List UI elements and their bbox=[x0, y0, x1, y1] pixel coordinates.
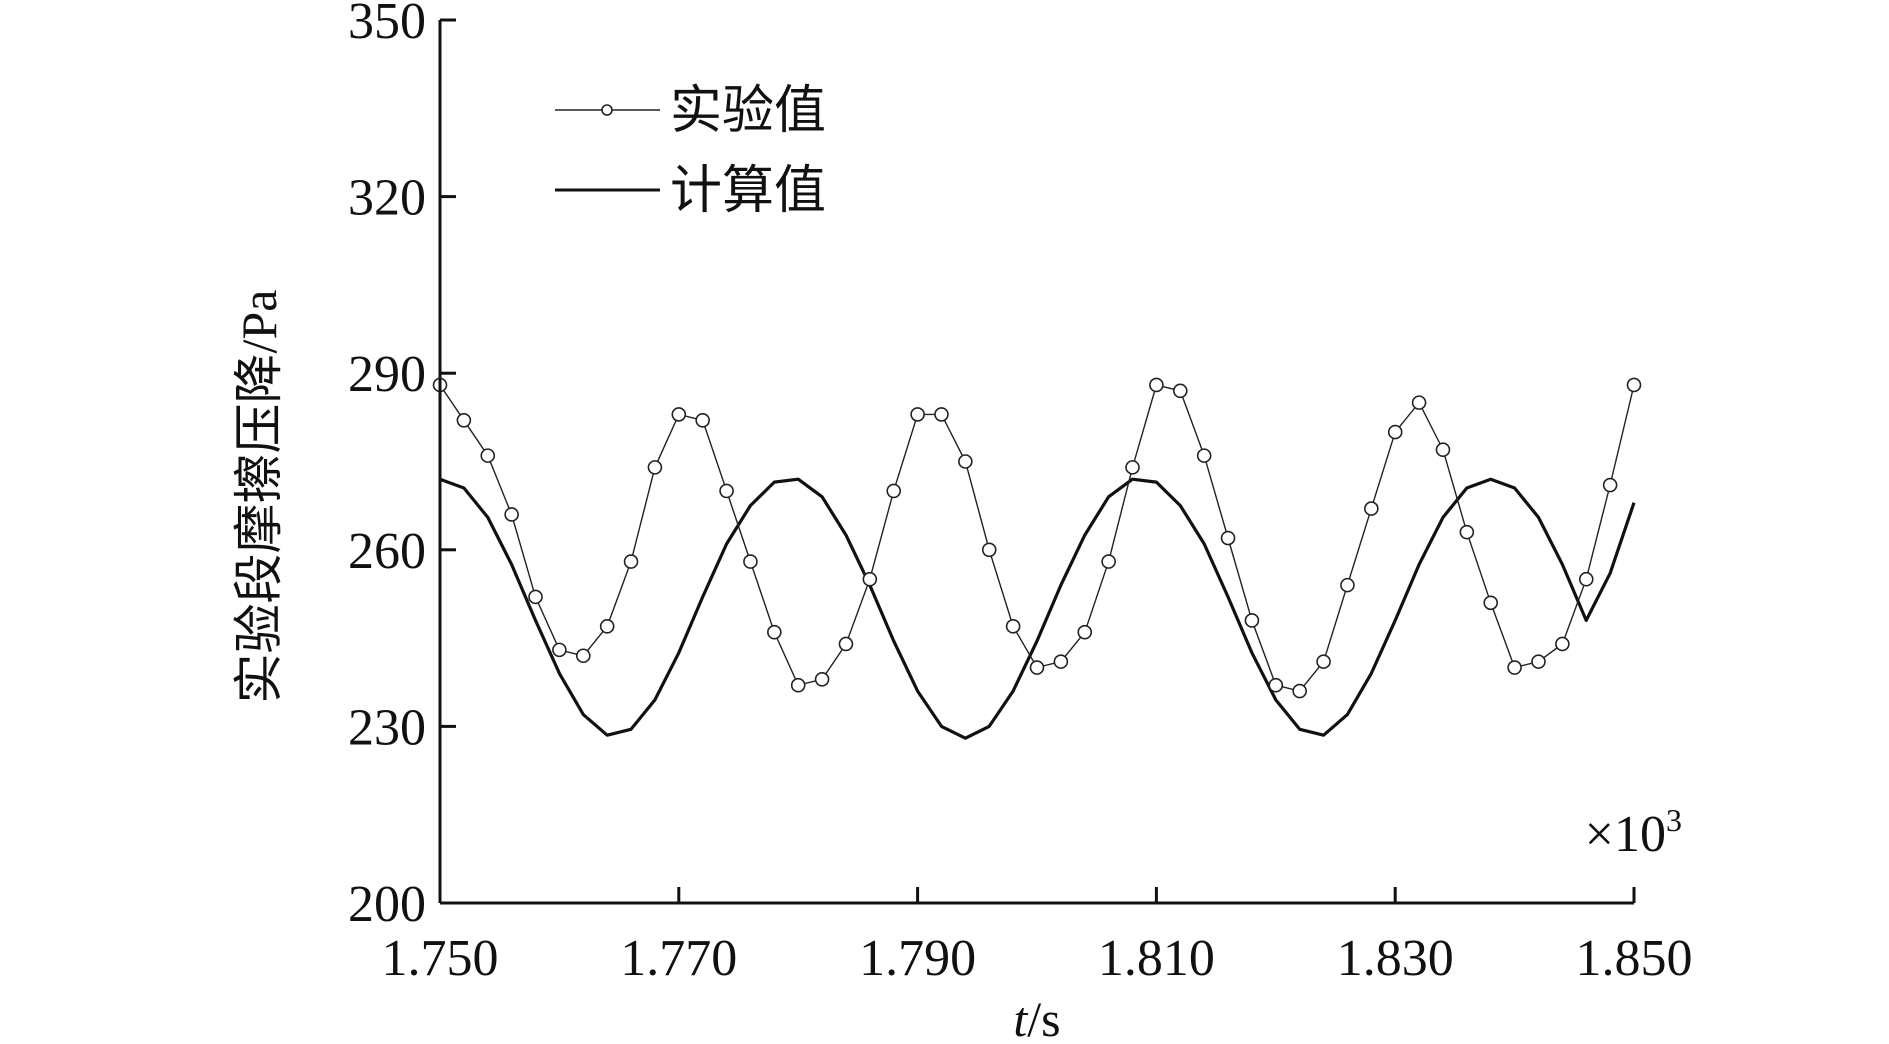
experimental-point bbox=[671, 407, 687, 422]
experimental-point bbox=[1292, 683, 1307, 699]
experimental-point bbox=[1602, 477, 1618, 493]
experimental-point bbox=[1149, 377, 1164, 393]
experimental-point bbox=[790, 677, 806, 693]
experimental-point bbox=[1316, 654, 1331, 669]
experimental-point bbox=[1077, 624, 1093, 640]
experimental-point bbox=[1268, 677, 1284, 693]
axes: 1.750 1.770 1.790 1.810 1.830 1.850 200 230 260… bbox=[348, 0, 1693, 987]
experimental-point bbox=[1483, 595, 1499, 611]
x-tick-label: 1.750 bbox=[382, 930, 499, 987]
x-tick-label: 1.830 bbox=[1337, 930, 1454, 987]
experimental-line bbox=[439, 384, 1635, 692]
experimental-point bbox=[647, 460, 663, 475]
experimental-point bbox=[1340, 577, 1355, 593]
experimental-point bbox=[1220, 530, 1236, 546]
experimental-point bbox=[528, 589, 543, 605]
y-axis-title: 实验段摩擦压降/Pa bbox=[231, 290, 287, 704]
y-tick-label: 350 bbox=[348, 0, 426, 50]
legend-marker-experimental bbox=[601, 104, 613, 116]
calculated-series bbox=[439, 477, 1636, 740]
y-tick-label: 230 bbox=[348, 699, 426, 756]
experimental-point bbox=[1555, 636, 1570, 652]
experimental-point bbox=[480, 448, 496, 463]
legend-label-experimental: 实验值 bbox=[670, 83, 826, 140]
experimental-point bbox=[1125, 460, 1140, 475]
x-tick-label: 1.790 bbox=[859, 930, 976, 987]
x-tick-label: 1.850 bbox=[1576, 930, 1693, 987]
legend: 实验值 计算值 bbox=[555, 83, 826, 220]
experimental-point bbox=[767, 624, 782, 640]
experimental-point bbox=[575, 648, 591, 664]
experimental-point bbox=[1387, 424, 1403, 440]
experimental-point bbox=[599, 619, 615, 634]
experimental-point bbox=[1435, 442, 1451, 458]
experimental-point bbox=[1244, 613, 1260, 628]
y-tick-label: 200 bbox=[348, 876, 426, 933]
experimental-point bbox=[1364, 501, 1379, 516]
y-tick-label: 260 bbox=[348, 523, 426, 580]
experimental-point bbox=[862, 571, 878, 587]
experimental-point bbox=[838, 636, 854, 652]
experimental-point bbox=[910, 407, 925, 422]
experimental-point bbox=[695, 412, 710, 428]
y-ticks: 200 230 260 290 320 350 bbox=[348, 0, 456, 933]
experimental-point bbox=[504, 507, 519, 522]
x-ticks: 1.750 1.770 1.790 1.810 1.830 1.850 bbox=[382, 887, 1693, 987]
experimental-point bbox=[886, 483, 902, 499]
experimental-point bbox=[1196, 448, 1212, 463]
experimental-point bbox=[623, 554, 639, 569]
calculated-line bbox=[439, 477, 1636, 740]
x-tick-label: 1.810 bbox=[1098, 930, 1215, 987]
experimental-point bbox=[456, 412, 472, 428]
experimental-point bbox=[1531, 654, 1546, 669]
y-tick-label: 320 bbox=[348, 170, 426, 227]
experimental-point bbox=[1626, 377, 1642, 393]
experimental-point bbox=[1101, 554, 1116, 569]
experimental-point bbox=[719, 483, 734, 499]
experimental-point bbox=[1053, 654, 1069, 669]
experimental-point bbox=[1578, 571, 1594, 587]
experimental-point bbox=[814, 672, 830, 687]
x-axis-multiplier: ×103 bbox=[1585, 802, 1682, 863]
experimental-point bbox=[1005, 619, 1021, 634]
y-tick-label: 290 bbox=[348, 346, 426, 403]
legend-label-calculated: 计算值 bbox=[670, 163, 826, 220]
experimental-point bbox=[958, 454, 973, 469]
experimental-point bbox=[552, 642, 567, 658]
experimental-series bbox=[432, 377, 1642, 699]
experimental-point bbox=[1507, 660, 1522, 675]
experimental-point bbox=[1029, 660, 1045, 675]
experimental-point bbox=[1411, 395, 1427, 410]
experimental-point bbox=[981, 542, 997, 558]
x-tick-label: 1.770 bbox=[620, 930, 737, 987]
plot-area bbox=[432, 377, 1642, 740]
x-axis-title: t/s bbox=[1013, 991, 1060, 1044]
legend-item-experimental: 实验值 bbox=[555, 83, 826, 140]
experimental-point bbox=[743, 554, 758, 569]
experimental-point bbox=[934, 407, 949, 422]
legend-item-calculated: 计算值 bbox=[555, 163, 826, 220]
experimental-point bbox=[1459, 524, 1475, 540]
experimental-point bbox=[1172, 383, 1188, 399]
